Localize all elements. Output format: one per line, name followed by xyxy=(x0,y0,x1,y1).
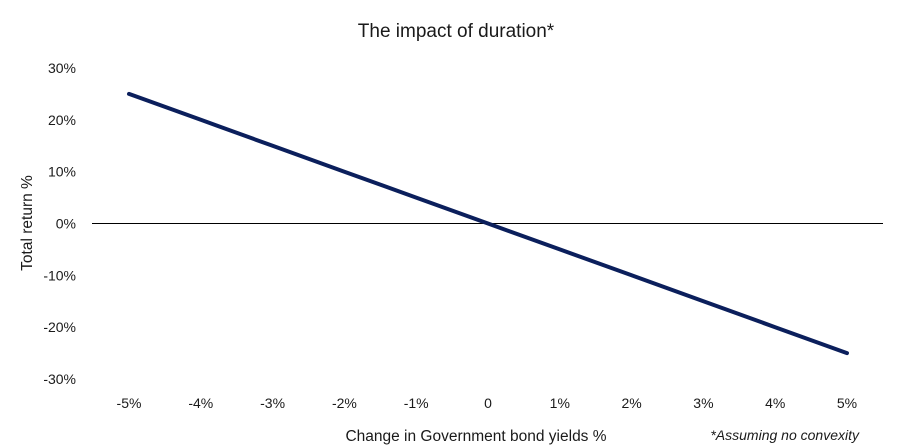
x-axis-ticks: -5% -4% -3% -2% -1% 0 1% 2% 3% 4% 5% xyxy=(117,395,858,411)
x-tick-label: -2% xyxy=(332,395,357,411)
x-tick-label: -1% xyxy=(404,395,429,411)
x-tick-label: 5% xyxy=(837,395,857,411)
y-axis-ticks: 30% 20% 10% 0% -10% -20% -30% xyxy=(43,60,76,387)
x-tick-label: 4% xyxy=(765,395,785,411)
x-tick-label: -5% xyxy=(117,395,142,411)
chart-title: The impact of duration* xyxy=(358,21,555,42)
x-tick-label: 3% xyxy=(693,395,713,411)
x-tick-label: 1% xyxy=(550,395,570,411)
x-tick-label: -4% xyxy=(188,395,213,411)
y-tick-label: -10% xyxy=(43,267,76,283)
x-tick-label: -3% xyxy=(260,395,285,411)
y-tick-label: 20% xyxy=(48,112,76,128)
footnote: *Assuming no convexity xyxy=(710,427,860,443)
x-axis-label: Change in Government bond yields % xyxy=(345,428,606,445)
y-tick-label: -20% xyxy=(43,319,76,335)
y-tick-label: 30% xyxy=(48,60,76,76)
y-tick-label: -30% xyxy=(43,371,76,387)
y-tick-label: 0% xyxy=(56,216,76,232)
x-tick-label: 0 xyxy=(484,395,492,411)
series-line xyxy=(127,91,849,356)
series-group xyxy=(127,91,849,356)
y-tick-label: 10% xyxy=(48,164,76,180)
x-tick-label: 2% xyxy=(621,395,641,411)
y-axis-label: Total return % xyxy=(19,175,36,271)
